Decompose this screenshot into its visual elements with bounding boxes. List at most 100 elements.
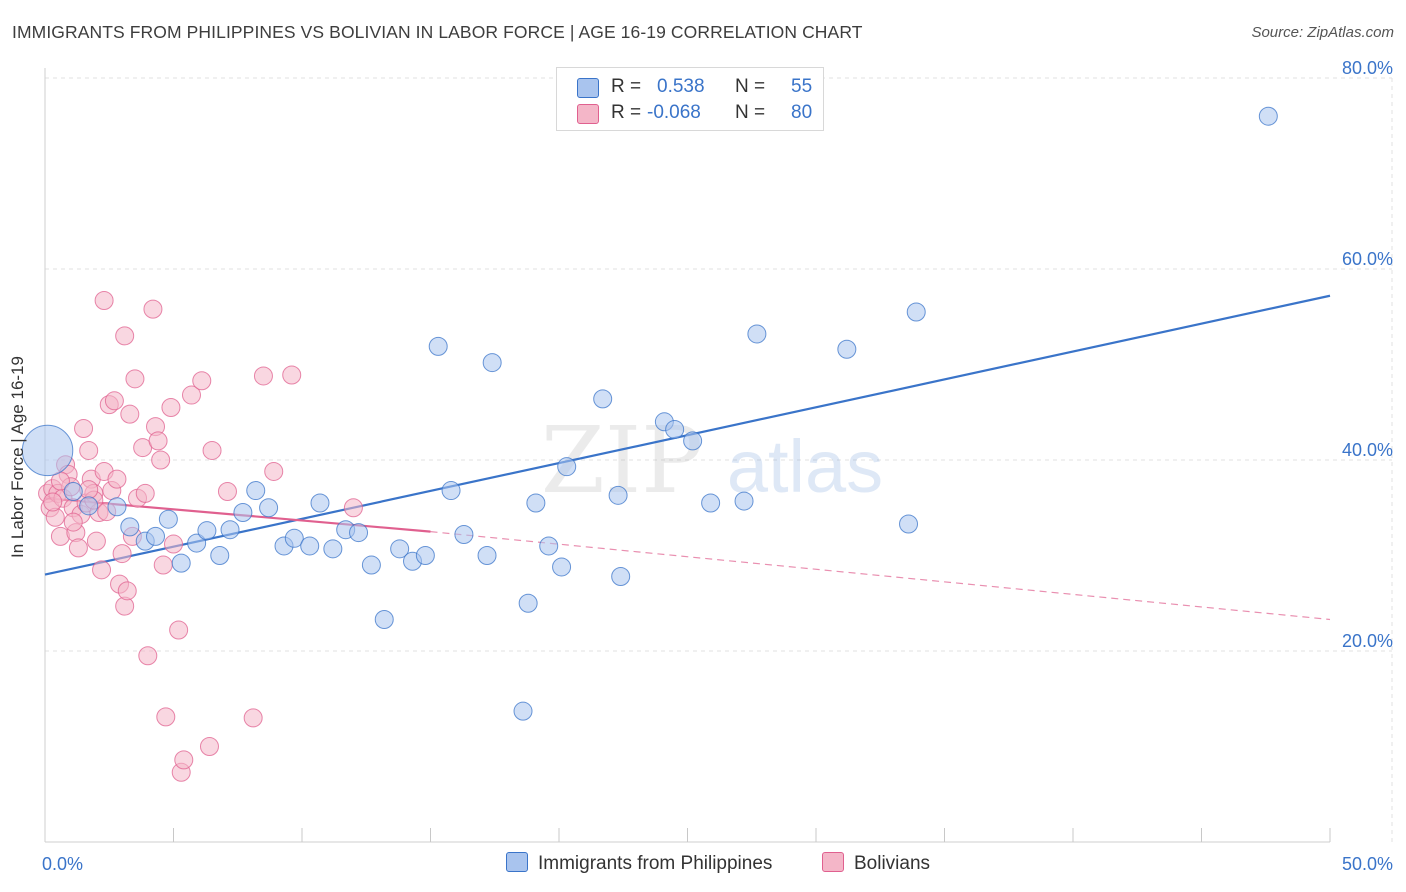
data-point <box>202 440 222 460</box>
bottom-legend-label-bolivians: Bolivians <box>854 853 931 874</box>
bottom-legend-label-philippines: Immigrants from Philippines <box>538 853 773 874</box>
legend-n-value: 55 <box>791 76 813 97</box>
data-point <box>135 483 155 503</box>
data-point <box>233 503 253 523</box>
data-point <box>557 457 577 477</box>
y-tick-label: 60.0% <box>1342 249 1393 269</box>
data-point <box>92 560 112 580</box>
data-point <box>701 493 721 513</box>
data-point <box>21 424 74 477</box>
data-point <box>264 461 284 481</box>
data-point <box>68 538 88 558</box>
data-point <box>74 418 94 438</box>
data-point <box>217 482 237 502</box>
source-label: Source: ZipAtlas.com <box>1251 24 1394 41</box>
data-point <box>428 336 448 356</box>
data-point <box>837 339 857 359</box>
data-point <box>120 517 140 537</box>
chart-title: IMMIGRANTS FROM PHILIPPINES VS BOLIVIAN … <box>12 22 863 42</box>
legend-n-label: N = <box>735 76 766 97</box>
data-point <box>734 491 754 511</box>
data-point <box>151 450 171 470</box>
data-point <box>454 524 474 544</box>
data-point <box>104 391 124 411</box>
data-point <box>117 581 137 601</box>
data-point <box>526 493 546 513</box>
data-point <box>169 620 189 640</box>
data-point <box>171 553 191 573</box>
watermark-atlas: atlas <box>727 425 883 508</box>
stats-legend: R = 0.538 N = 55 R = -0.068 N = 80 <box>556 67 824 131</box>
legend-swatch-bolivians <box>577 104 599 124</box>
data-point <box>482 353 502 373</box>
data-point <box>282 365 302 385</box>
y-tick-label: 40.0% <box>1342 440 1393 460</box>
data-point <box>143 299 163 319</box>
data-point <box>518 593 538 613</box>
tick-labels: 20.0% 40.0% 60.0% 80.0% 0.0% 50.0% <box>42 58 1393 874</box>
data-point <box>156 707 176 727</box>
data-point <box>665 419 685 439</box>
data-point <box>310 493 330 513</box>
data-point <box>153 555 173 575</box>
data-point <box>210 546 230 565</box>
data-point <box>148 431 168 451</box>
data-point <box>415 546 435 565</box>
data-point <box>747 324 767 344</box>
data-point <box>253 366 273 386</box>
data-point <box>259 498 279 518</box>
data-point <box>361 555 381 575</box>
data-point <box>343 498 363 518</box>
data-point <box>220 520 240 540</box>
data-point <box>79 496 99 516</box>
legend-r-label: R = <box>611 76 642 97</box>
bottom-legend-philippines: Immigrants from Philippines <box>506 852 772 875</box>
data-point <box>181 385 201 405</box>
y-axis-label: In Labor Force | Age 16-19 <box>8 356 27 558</box>
data-points <box>21 106 1278 782</box>
data-point <box>164 534 183 554</box>
data-point <box>593 389 613 409</box>
data-point <box>79 440 99 460</box>
data-point <box>112 544 132 564</box>
data-point <box>284 528 304 548</box>
data-point <box>1258 106 1278 126</box>
data-point <box>63 482 83 502</box>
data-point <box>161 397 181 417</box>
data-point <box>477 546 497 565</box>
data-point <box>192 371 212 391</box>
data-point <box>390 539 410 559</box>
data-point <box>199 737 219 756</box>
x-tick-label: 0.0% <box>42 854 83 874</box>
y-tick-label: 80.0% <box>1342 58 1393 78</box>
bottom-legend-bolivians: Bolivians <box>822 852 930 875</box>
data-point <box>158 509 178 529</box>
data-point <box>243 708 263 728</box>
series-immigrants-from-philippines <box>21 106 1278 721</box>
data-point <box>539 536 559 556</box>
data-point <box>120 404 140 424</box>
data-point <box>441 481 461 501</box>
data-point <box>513 701 533 721</box>
data-point <box>94 291 114 311</box>
data-point <box>125 369 145 389</box>
data-point <box>349 523 369 543</box>
data-point <box>246 481 266 501</box>
data-point <box>300 536 320 556</box>
data-point <box>174 750 194 770</box>
data-point <box>86 531 106 551</box>
legend-r-label: R = <box>611 102 642 123</box>
grid-lines <box>45 77 1393 842</box>
data-point <box>608 485 628 505</box>
bottom-legend-swatch-bolivians <box>822 852 844 872</box>
data-point <box>107 469 127 489</box>
data-point <box>187 533 207 553</box>
data-point <box>63 512 83 532</box>
data-point <box>611 567 631 587</box>
data-point <box>115 326 135 346</box>
legend-r-value: 0.538 <box>657 76 705 97</box>
data-point <box>197 521 217 541</box>
data-point <box>43 492 63 512</box>
legend-n-label: N = <box>735 102 766 123</box>
